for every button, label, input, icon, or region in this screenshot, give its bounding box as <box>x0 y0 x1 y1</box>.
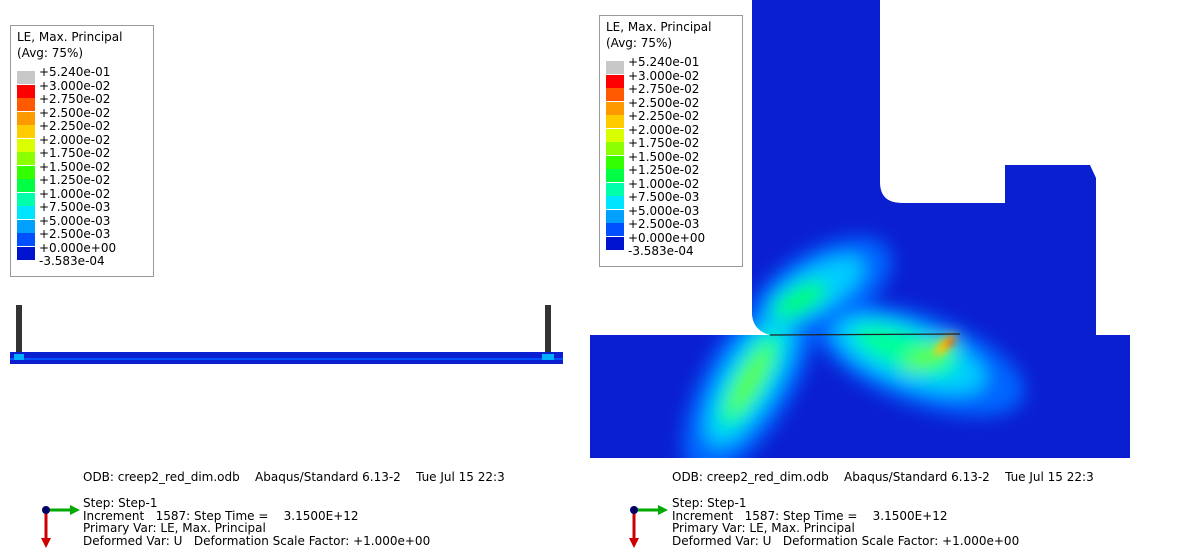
legend-swatch <box>17 125 35 138</box>
legend-label: +2.500e-03 <box>39 228 110 240</box>
legend-swatch <box>17 247 35 260</box>
info-line: Deformed Var: U Deformation Scale Factor… <box>83 535 430 547</box>
info-line: Step: Step-1 <box>83 497 157 509</box>
legend-label: +1.500e-02 <box>39 161 110 173</box>
legend-swatch <box>606 61 624 74</box>
legend-label: +5.240e-01 <box>628 56 699 68</box>
legend-swatch <box>17 233 35 246</box>
legend-title: (Avg: 75%) <box>606 36 672 50</box>
legend-swatch <box>606 88 624 101</box>
legend-label: +5.240e-01 <box>39 66 110 78</box>
legend-label: +2.250e-02 <box>628 110 699 122</box>
legend-label: -3.583e-04 <box>39 255 105 267</box>
legend-swatch <box>17 193 35 206</box>
legend-swatch <box>17 85 35 98</box>
legend-swatch <box>606 223 624 236</box>
legend-swatch <box>606 196 624 209</box>
odb-line: ODB: creep2_red_dim.odb Abaqus/Standard … <box>83 470 505 484</box>
legend-label: +2.500e-02 <box>39 107 110 119</box>
screen: LE, Max. Principal (Avg: 75%) +5.240e-01 +3… <box>0 0 1186 559</box>
legend-swatch <box>17 179 35 192</box>
info-line: Deformed Var: U Deformation Scale Factor… <box>672 535 1019 547</box>
legend-swatch <box>17 71 35 84</box>
legend-label: +1.000e-02 <box>628 178 699 190</box>
legend-label: +1.750e-02 <box>39 147 110 159</box>
info-line: Step: Step-1 <box>672 497 746 509</box>
legend-label: +5.000e-03 <box>628 205 699 217</box>
legend-label: +1.250e-02 <box>39 174 110 186</box>
legend-label: +1.500e-02 <box>628 151 699 163</box>
legend-swatch <box>606 129 624 142</box>
left-model <box>10 305 563 364</box>
odb-line: ODB: creep2_red_dim.odb Abaqus/Standard … <box>672 470 1094 484</box>
legend-swatch <box>606 183 624 196</box>
legend-swatch <box>606 115 624 128</box>
legend-swatch <box>17 152 35 165</box>
legend-label: +3.000e-02 <box>39 80 110 92</box>
legend-title: LE, Max. Principal <box>17 30 122 44</box>
legend-label: +2.500e-02 <box>628 97 699 109</box>
legend-label: +2.000e-02 <box>628 124 699 136</box>
legend-label: +7.500e-03 <box>39 201 110 213</box>
legend-label: +1.000e-02 <box>39 188 110 200</box>
info-line: Primary Var: LE, Max. Principal <box>672 522 855 534</box>
legend-swatch <box>17 220 35 233</box>
legend-label: +0.000e+00 <box>39 242 116 254</box>
legend-swatch <box>17 206 35 219</box>
legend-label: +5.000e-03 <box>39 215 110 227</box>
info-line: Primary Var: LE, Max. Principal <box>83 522 266 534</box>
legend-label: +3.000e-02 <box>628 70 699 82</box>
legend-label: +1.750e-02 <box>628 137 699 149</box>
legend-label: +2.000e-02 <box>39 134 110 146</box>
legend-title: (Avg: 75%) <box>17 46 83 60</box>
legend: LE, Max. Principal (Avg: 75%) +5.240e-01 +3… <box>10 25 154 277</box>
legend-label: +0.000e+00 <box>628 232 705 244</box>
legend-swatch <box>606 169 624 182</box>
legend-swatch <box>606 210 624 223</box>
legend: LE, Max. Principal (Avg: 75%) +5.240e-01 +3… <box>599 15 743 267</box>
legend-swatch <box>606 75 624 88</box>
legend-swatch <box>606 102 624 115</box>
legend-swatch <box>606 142 624 155</box>
legend-swatch <box>606 237 624 250</box>
legend-swatch <box>606 156 624 169</box>
info-line: Increment 1587: Step Time = 3.1500E+12 <box>83 510 359 522</box>
legend-label: +2.750e-02 <box>39 93 110 105</box>
legend-label: +7.500e-03 <box>628 191 699 203</box>
legend-swatch <box>17 166 35 179</box>
legend-title: LE, Max. Principal <box>606 20 711 34</box>
legend-label: +1.250e-02 <box>628 164 699 176</box>
legend-label: +2.500e-03 <box>628 218 699 230</box>
legend-label: +2.750e-02 <box>628 83 699 95</box>
legend-swatch <box>17 112 35 125</box>
legend-label: +2.250e-02 <box>39 120 110 132</box>
legend-swatch <box>17 139 35 152</box>
info-line: Increment 1587: Step Time = 3.1500E+12 <box>672 510 948 522</box>
legend-label: -3.583e-04 <box>628 245 694 257</box>
legend-swatch <box>17 98 35 111</box>
